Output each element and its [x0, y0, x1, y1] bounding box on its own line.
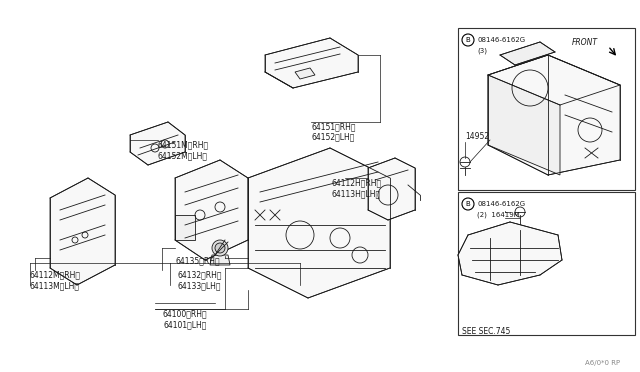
Polygon shape	[488, 75, 560, 175]
Bar	[458, 192, 635, 335]
Text: 14952: 14952	[465, 132, 489, 141]
Polygon shape	[295, 68, 315, 79]
Text: 64151M（RH）: 64151M（RH）	[157, 140, 208, 149]
Text: FRONT: FRONT	[572, 38, 598, 47]
Text: B: B	[466, 201, 470, 207]
Polygon shape	[368, 158, 415, 220]
Circle shape	[212, 240, 228, 256]
Text: SEE SEC.745: SEE SEC.745	[462, 327, 510, 336]
Text: 64112H（RH）: 64112H（RH）	[332, 178, 382, 187]
Text: 64152（LH）: 64152（LH）	[311, 132, 355, 141]
Text: (2)  16419M: (2) 16419M	[477, 211, 520, 218]
Polygon shape	[458, 222, 562, 285]
Text: 64152M（LH）: 64152M（LH）	[157, 151, 207, 160]
Polygon shape	[175, 160, 248, 260]
Polygon shape	[50, 178, 115, 285]
Text: 64101（LH）: 64101（LH）	[163, 320, 207, 329]
Polygon shape	[175, 215, 195, 240]
Text: 08146-6162G: 08146-6162G	[477, 201, 525, 207]
Text: 64112M（RH）: 64112M（RH）	[30, 270, 81, 279]
Text: 08146-6162G: 08146-6162G	[477, 37, 525, 43]
Polygon shape	[130, 122, 185, 165]
Polygon shape	[488, 55, 620, 175]
Polygon shape	[248, 148, 390, 298]
Polygon shape	[210, 255, 230, 265]
Text: 64133（LH）: 64133（LH）	[178, 281, 221, 290]
Text: 64113H（LH）: 64113H（LH）	[332, 189, 381, 198]
Text: B: B	[466, 37, 470, 43]
Circle shape	[215, 243, 225, 253]
Text: A6/0*0 RP: A6/0*0 RP	[585, 360, 620, 366]
Text: 64132（RH）: 64132（RH）	[178, 270, 223, 279]
Bar	[458, 28, 635, 190]
Text: (3): (3)	[477, 47, 487, 54]
Text: 64113M（LH）: 64113M（LH）	[30, 281, 80, 290]
Text: 64100（RH）: 64100（RH）	[163, 309, 207, 318]
Polygon shape	[265, 38, 358, 88]
Text: 64135（RH）: 64135（RH）	[175, 256, 220, 265]
Text: 64151（RH）: 64151（RH）	[311, 122, 355, 131]
Polygon shape	[500, 42, 555, 65]
